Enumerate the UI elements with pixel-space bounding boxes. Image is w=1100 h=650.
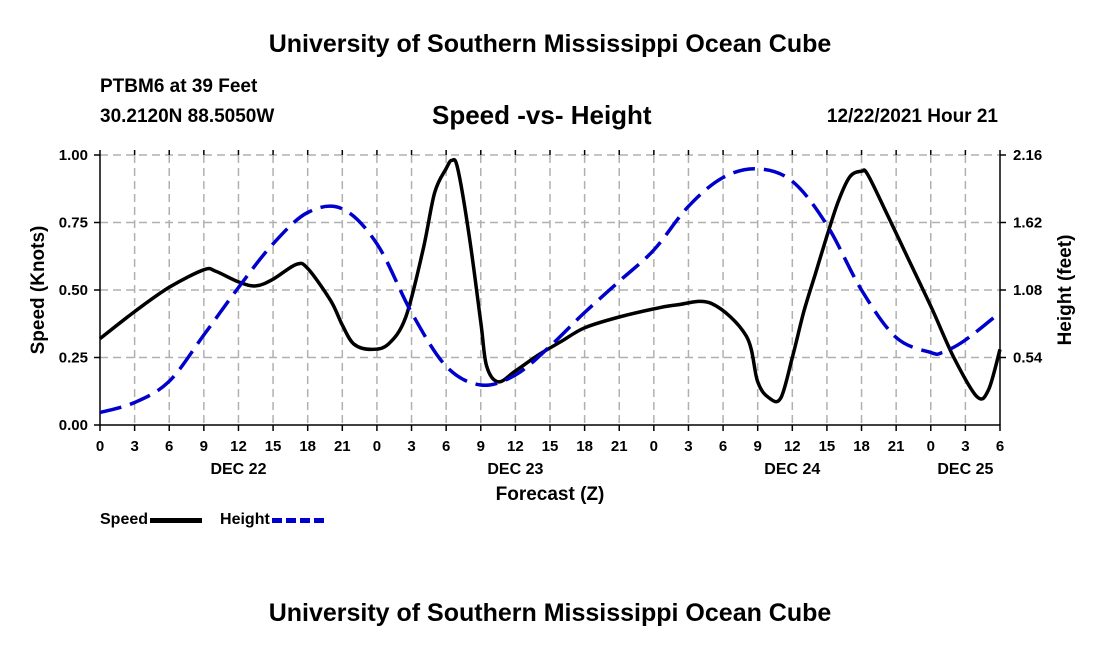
x-tick-label: 9 xyxy=(754,438,762,455)
station-label: PTBM6 at 39 Feet xyxy=(100,76,258,97)
y-tick-label: 0.00 xyxy=(59,417,88,434)
y-tick-label: 0.75 xyxy=(59,215,88,232)
x-tick-label: 21 xyxy=(611,438,628,455)
chart-subtitle: Speed -vs- Height xyxy=(432,100,652,130)
chart-legend: Speed Height xyxy=(100,509,342,531)
chart-main-title: University of Southern Mississippi Ocean… xyxy=(268,30,832,58)
x-tick-label: 9 xyxy=(200,438,208,455)
y2-tick-label: 0.54 xyxy=(1013,350,1043,367)
legend-speed-swatch xyxy=(150,517,203,523)
x-tick-label: 0 xyxy=(96,438,104,455)
x-tick-label: 21 xyxy=(334,438,351,455)
y2-tick-label: 1.62 xyxy=(1013,215,1042,232)
footer-title: University of Southern Mississippi Ocean… xyxy=(268,599,832,627)
legend-height-label: Height xyxy=(220,511,270,528)
y2-axis-title: Height (feet) xyxy=(1055,235,1076,346)
series-speed-line xyxy=(98,157,1002,404)
x-tick-label: 21 xyxy=(888,438,905,455)
forecast-datetime: 12/22/2021 Hour 21 xyxy=(826,106,998,127)
x-tick-label: 0 xyxy=(650,438,658,455)
x-tick-label: 3 xyxy=(407,438,415,455)
day-label: DEC 23 xyxy=(487,461,543,478)
x-tick-label: 0 xyxy=(927,438,935,455)
y-tick-label: 1.00 xyxy=(59,147,88,164)
x-tick-label: 6 xyxy=(719,438,727,455)
x-tick-label: 15 xyxy=(542,438,559,455)
y-axis-title: Speed (Knots) xyxy=(28,226,49,355)
series-height-line xyxy=(99,166,1002,415)
legend-speed-label: Speed xyxy=(100,511,149,528)
x-tick-label: 3 xyxy=(961,438,969,455)
x-tick-label: 18 xyxy=(299,438,316,455)
y2-tick-label: 1.08 xyxy=(1013,282,1042,299)
x-tick-label: 12 xyxy=(507,438,524,455)
y-tick-label: 0.25 xyxy=(59,350,88,367)
x-tick-label: 6 xyxy=(996,438,1004,455)
x-tick-label: 6 xyxy=(442,438,450,455)
x-tick-label: 15 xyxy=(265,438,282,455)
y-tick-label: 0.50 xyxy=(59,282,88,299)
x-tick-label: 12 xyxy=(230,438,247,455)
x-tick-label: 9 xyxy=(477,438,485,455)
legend-height-swatch xyxy=(271,517,324,523)
x-tick-label: 18 xyxy=(576,438,593,455)
x-tick-label: 6 xyxy=(165,438,173,455)
x-tick-label: 15 xyxy=(819,438,836,455)
x-tick-label: 18 xyxy=(853,438,870,455)
x-tick-label: 3 xyxy=(130,438,138,455)
x-tick-label: 12 xyxy=(784,438,801,455)
x-tick-label: 0 xyxy=(373,438,381,455)
y2-tick-label: 2.16 xyxy=(1013,147,1042,164)
day-label: DEC 22 xyxy=(210,461,266,478)
day-label: DEC 25 xyxy=(937,461,993,478)
station-coordinates: 30.2120N 88.5050W xyxy=(100,106,275,127)
x-tick-label: 3 xyxy=(684,438,692,455)
day-label: DEC 24 xyxy=(764,461,820,478)
x-axis-title: Forecast (Z) xyxy=(496,484,605,505)
